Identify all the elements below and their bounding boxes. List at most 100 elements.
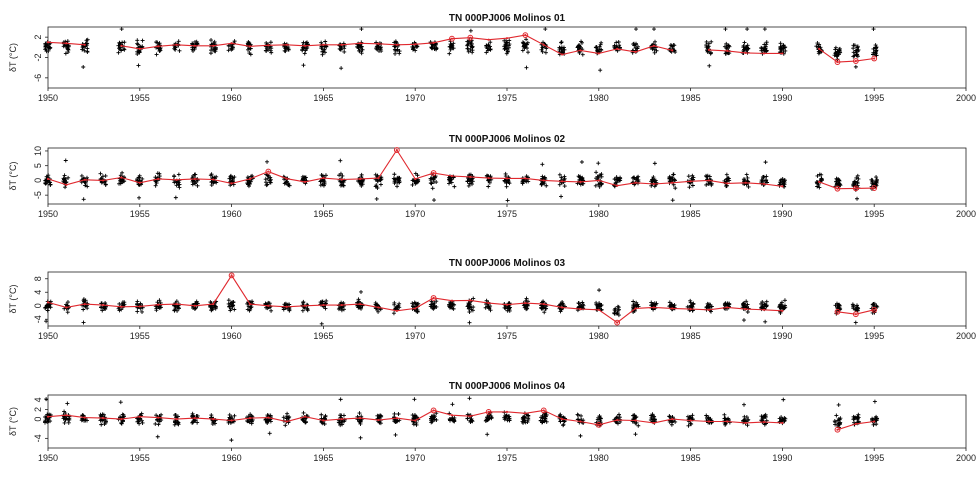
mean-point (230, 182, 233, 185)
difference-point (226, 48, 231, 53)
difference-point (558, 309, 563, 314)
difference-point (468, 178, 473, 183)
difference-point (264, 305, 269, 310)
x-tick-label: 1965 (313, 209, 333, 219)
difference-point (688, 298, 693, 303)
mean-point (616, 418, 619, 422)
difference-point (723, 416, 728, 421)
y-tick-label: 4 (33, 397, 43, 402)
difference-point (524, 37, 529, 42)
mean-point (395, 43, 398, 46)
difference-point (190, 411, 195, 416)
difference-point (671, 172, 676, 177)
difference-point (320, 299, 325, 304)
difference-point (562, 184, 567, 189)
difference-point (378, 413, 383, 418)
mean-point (542, 43, 545, 46)
difference-point (378, 182, 383, 187)
difference-point (267, 431, 272, 436)
difference-point (157, 305, 162, 310)
chart-panel-4: TN 000PJ006 Molinos 04 δT (°C) 4 2 0 -4 1950 19… (8, 381, 976, 463)
difference-point (120, 418, 125, 423)
difference-point (376, 45, 381, 50)
difference-point (231, 299, 236, 304)
difference-point (540, 45, 545, 50)
mean-point (450, 299, 454, 302)
highlighted-point (449, 35, 455, 42)
difference-point (558, 302, 563, 307)
mean-point (322, 176, 325, 180)
mean-point (524, 177, 527, 180)
difference-point (687, 185, 692, 190)
mean-point (836, 310, 839, 313)
difference-point (612, 176, 617, 181)
difference-point (671, 182, 676, 187)
mean-point (707, 420, 711, 423)
highlighted-point (834, 185, 841, 192)
mean-point (395, 417, 398, 420)
difference-point (764, 174, 769, 179)
difference-point (175, 180, 180, 185)
difference-point (706, 44, 711, 49)
mean-point (652, 306, 655, 309)
mean-point (359, 417, 362, 420)
difference-point (505, 198, 510, 203)
x-tick-label: 1960 (222, 209, 242, 219)
difference-point (833, 50, 838, 55)
difference-point (339, 420, 344, 425)
difference-point (118, 179, 123, 184)
difference-point (340, 183, 345, 188)
highlighted-point (430, 170, 437, 176)
difference-point (43, 415, 48, 420)
difference-point (599, 174, 604, 179)
y-tick-label: -4 (33, 315, 43, 323)
x-tick-label: 1965 (313, 93, 333, 103)
difference-point (722, 178, 727, 183)
difference-point (391, 176, 396, 181)
difference-point (81, 307, 86, 312)
difference-point (634, 304, 639, 309)
difference-point (524, 296, 529, 301)
mean-point (597, 179, 600, 182)
difference-point (374, 184, 379, 189)
difference-point (137, 195, 142, 200)
difference-point (139, 411, 144, 416)
x-tick-label: 1950 (38, 453, 58, 463)
difference-point (322, 47, 327, 52)
difference-point (837, 178, 842, 183)
highlighted-point (852, 185, 859, 192)
difference-point (704, 415, 709, 420)
mean-point (193, 44, 196, 47)
difference-point (744, 299, 749, 304)
difference-point (598, 303, 603, 308)
difference-point (412, 397, 417, 402)
difference-point (741, 402, 746, 407)
mean-point (726, 49, 729, 52)
highlighted-point (595, 421, 602, 428)
difference-point (301, 410, 306, 415)
difference-point (871, 52, 876, 57)
difference-point (596, 161, 601, 166)
difference-point (851, 50, 856, 55)
y-tick-label: 4 (33, 290, 43, 295)
mean-point (634, 50, 637, 54)
chart-title: TN 000PJ006 Molinos 01 (449, 13, 566, 24)
difference-point (577, 44, 582, 49)
difference-point (83, 418, 88, 423)
difference-point (852, 179, 857, 184)
difference-point (599, 40, 604, 45)
difference-point (323, 173, 328, 178)
mean-point (707, 308, 711, 311)
difference-point (173, 307, 178, 312)
difference-point (764, 178, 769, 183)
difference-point (374, 196, 379, 201)
difference-point (319, 412, 324, 417)
mean-point (212, 44, 215, 47)
mean-point (634, 181, 637, 184)
mean-point (120, 44, 123, 47)
difference-point (119, 307, 124, 312)
difference-point (762, 42, 767, 47)
difference-point (208, 300, 213, 305)
mean-point (744, 308, 747, 311)
difference-point (465, 304, 470, 309)
